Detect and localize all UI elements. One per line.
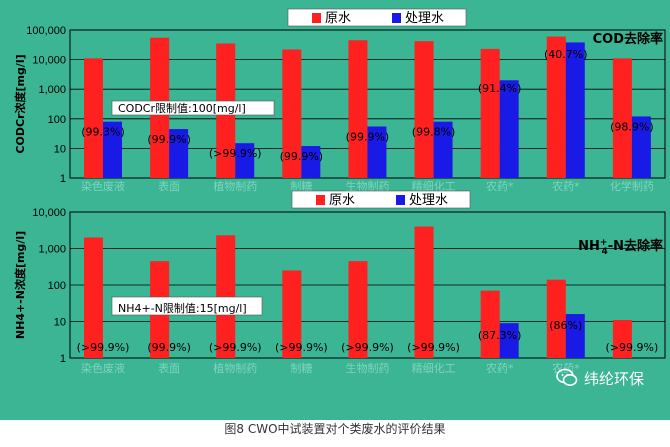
y-tick-label: 1,000 (38, 244, 66, 256)
removal-rate-label: (91.4%) (478, 82, 522, 95)
chart-panel-2: 1 10 100 1,000 10,000 (>99.9%) 染色废液 (99.9%) 表面 (>… (13, 190, 666, 375)
chart-panel-1: 1 10 100 1,000 10,000 100,000 (99.3%) 染色废液 (99.9… (13, 8, 666, 193)
y-tick-label: 1 (60, 353, 66, 365)
limit-value-label: NH4+-N限制值:15[mg/l] (118, 302, 247, 315)
bar-raw-water (348, 40, 368, 178)
watermark-text: 纬纶环保 (584, 369, 645, 388)
y-tick-label: 10 (54, 143, 66, 155)
bar-raw-water (84, 237, 103, 358)
legend-label-treated: 处理水 (409, 193, 448, 208)
removal-rate-label: (>99.9%) (77, 341, 130, 354)
bar-treated-water (499, 323, 519, 358)
y-tick-label: 100 (48, 280, 66, 292)
removal-rate-label: (98.9%) (610, 120, 654, 133)
wechat-icon (556, 368, 578, 386)
legend: 原水 处理水 (291, 190, 471, 209)
removal-rate-label: (87.3%) (478, 329, 522, 342)
bar-raw-water (480, 48, 500, 179)
removal-rate-label: (>99.9%) (606, 341, 659, 354)
legend-swatch-treated (392, 13, 401, 23)
x-category-label: 染色废液 (81, 179, 125, 193)
legend-swatch-treated (396, 195, 405, 205)
y-tick-label: 100,000 (26, 25, 66, 37)
y-tick-label: 1 (60, 173, 66, 185)
removal-rate-label: (99.3%) (81, 126, 125, 139)
legend-label-raw: 原水 (329, 193, 355, 208)
removal-rate-label: (99.9%) (280, 150, 324, 163)
removal-rate-label: (99.8%) (412, 126, 456, 139)
chart-title: COD去除率 (593, 31, 663, 47)
bar-raw-water (612, 58, 632, 179)
y-tick-label: 10,000 (32, 55, 66, 67)
x-category-label: 生物制药 (346, 361, 390, 375)
x-category-label: 精细化工 (412, 361, 456, 375)
removal-rate-label: (>99.9%) (275, 341, 328, 354)
x-category-label: 化学制药 (610, 179, 654, 193)
bar-raw-water (414, 226, 434, 358)
y-tick-label: 10,000 (32, 207, 66, 219)
x-category-label: 植物制药 (213, 179, 257, 193)
legend-label-raw: 原水 (325, 11, 351, 26)
y-tick-label: 100 (48, 114, 66, 126)
x-category-label: 农药* (486, 361, 514, 375)
removal-rate-label: (>99.9%) (341, 341, 394, 354)
bar-treated-water (301, 146, 321, 178)
limit-value-box (111, 296, 263, 316)
bar-raw-water (348, 261, 368, 358)
bar-treated-water (103, 121, 122, 178)
bar-treated-water (367, 126, 387, 178)
legend-box (291, 190, 471, 209)
removal-rate-label: (99.9%) (346, 130, 390, 143)
removal-rate-label: (>99.9%) (407, 341, 460, 354)
removal-rate-label: (99.9%) (147, 341, 191, 354)
bar-treated-water (565, 42, 585, 179)
bar-raw-water (546, 279, 566, 358)
y-tick-label: 1,000 (38, 84, 66, 96)
legend-swatch-raw (312, 13, 321, 23)
bar-treated-water (235, 143, 255, 178)
figure-caption: 图8 CWO中试装置对个类废水的评价结果 (224, 422, 446, 436)
x-category-label: 精细化工 (412, 179, 456, 193)
bar-raw-water (216, 235, 236, 358)
legend-swatch-raw (316, 195, 325, 205)
removal-rate-label: (40.7%) (544, 48, 588, 61)
bar-raw-water (612, 319, 632, 358)
bar-raw-water (414, 41, 434, 178)
y-tick-label: 10 (54, 317, 66, 329)
bar-treated-water (433, 121, 453, 178)
x-category-label: 植物制药 (213, 361, 257, 375)
removal-rate-label: (86%) (549, 319, 582, 332)
x-category-label: 生物制药 (346, 179, 390, 193)
bar-treated-water (565, 314, 585, 358)
x-category-label: 农药* (552, 179, 580, 193)
removal-rate-label: (99.9%) (147, 133, 191, 146)
y-axis-label: NH4+-N浓度[mg/l] (13, 231, 27, 339)
x-category-label: 制糖 (290, 179, 312, 193)
limit-value-label: CODCr限制值:100[mg/l] (118, 102, 246, 115)
bar-raw-water (480, 290, 500, 358)
x-category-label: 制糖 (290, 361, 312, 375)
figure: 1 10 100 1,000 10,000 100,000 (99.3%) 染色废液 (99.9… (0, 0, 670, 420)
y-axis-label: CODCr浓度[mg/l] (13, 54, 27, 153)
bar-raw-water (546, 36, 566, 178)
x-category-label: 表面 (158, 361, 180, 375)
bar-treated-water (169, 129, 189, 178)
removal-rate-label: (>99.9%) (209, 147, 262, 160)
limit-value-box (111, 100, 275, 116)
bar-raw-water (84, 58, 103, 179)
x-category-label: 染色废液 (81, 361, 125, 375)
chart-title: NH+ 4-N去除率 (578, 238, 663, 257)
legend: 原水 处理水 (287, 8, 467, 27)
legend-label-treated: 处理水 (405, 11, 444, 26)
bar-raw-water (282, 49, 302, 178)
x-category-label: 农药* (486, 179, 514, 193)
bar-treated-water (499, 80, 519, 178)
legend-box (287, 8, 467, 27)
removal-rate-label: (>99.9%) (209, 341, 262, 354)
x-category-label: 表面 (158, 179, 180, 193)
bar-raw-water (282, 270, 302, 358)
watermark: 纬纶环保 (556, 367, 644, 389)
bar-treated-water (631, 116, 651, 178)
